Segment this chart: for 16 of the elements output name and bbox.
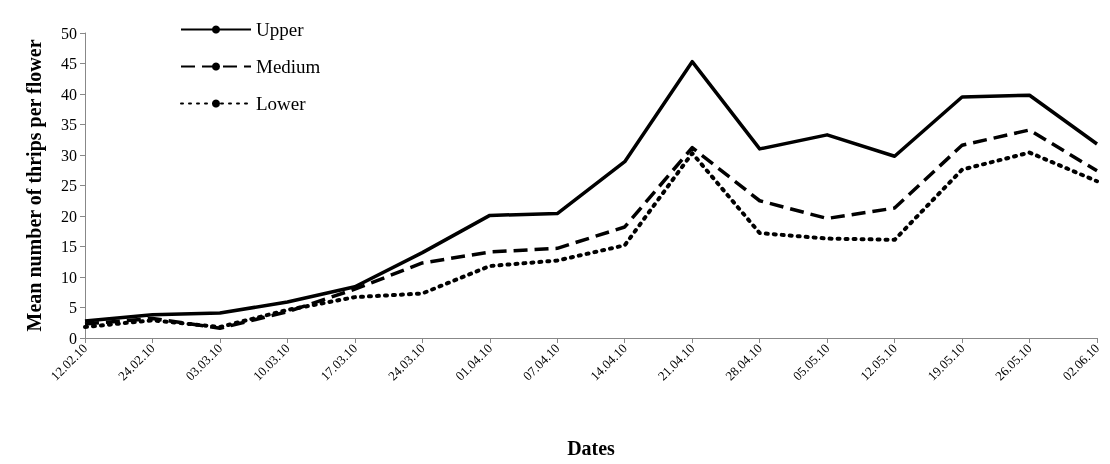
y-tick-label: 45 <box>61 55 77 72</box>
y-tick-label: 35 <box>61 116 77 133</box>
y-tick-label: 10 <box>61 268 77 286</box>
legend-label: Upper <box>256 19 305 40</box>
y-tick-label: 25 <box>61 177 77 194</box>
y-tick-label: 40 <box>61 85 77 103</box>
legend-label: Medium <box>256 56 321 77</box>
y-tick-label: 30 <box>61 146 77 164</box>
legend-label: Lower <box>256 93 307 114</box>
y-tick-label: 5 <box>69 299 77 316</box>
y-tick-label: 20 <box>61 207 77 225</box>
y-tick-label: 15 <box>61 238 77 255</box>
y-tick-label: 50 <box>61 24 77 42</box>
y-axis-title: Mean number of thrips per flower <box>23 39 46 332</box>
x-axis-title: Dates <box>567 437 616 459</box>
y-tick-label: 0 <box>69 329 77 347</box>
